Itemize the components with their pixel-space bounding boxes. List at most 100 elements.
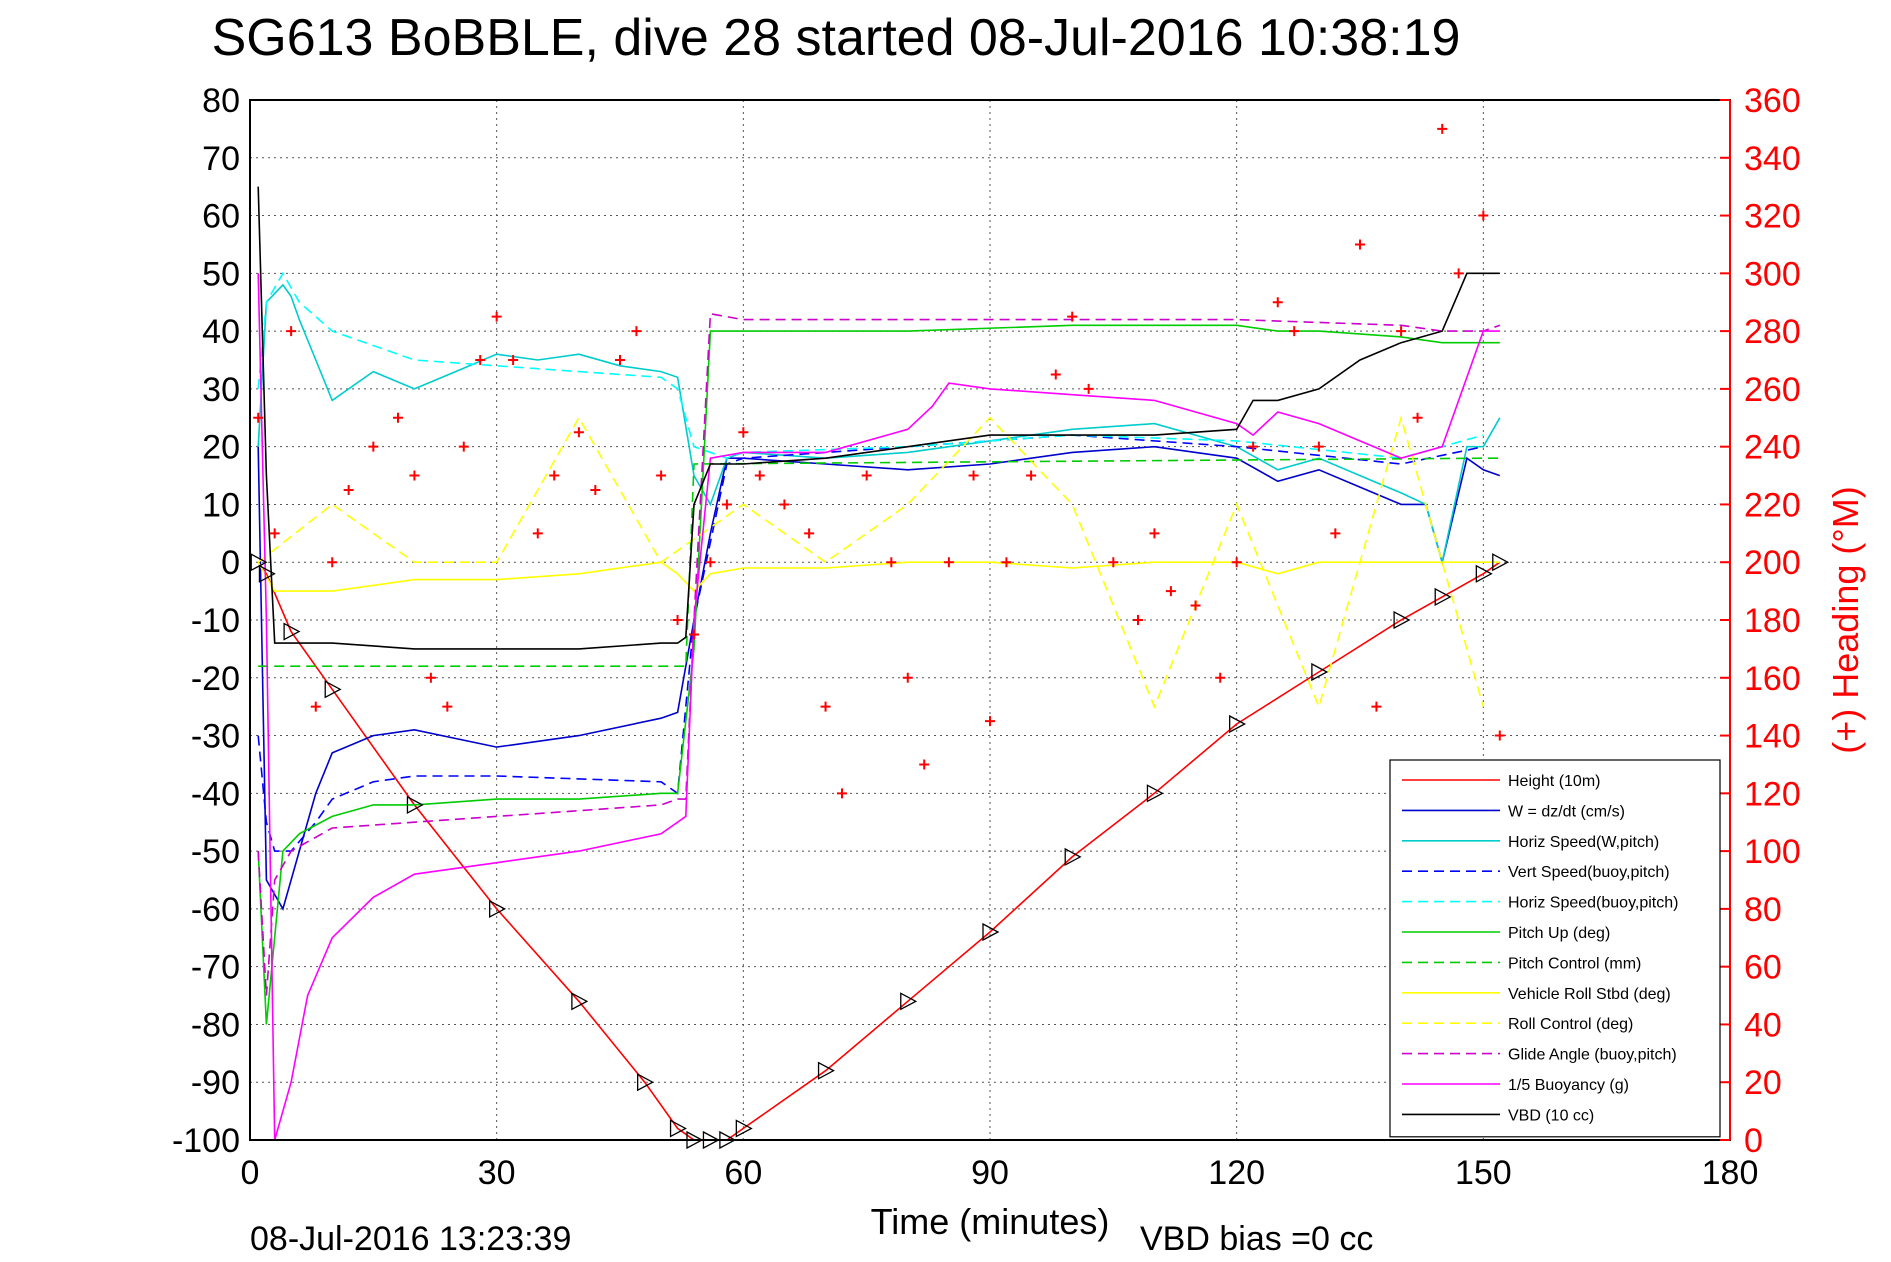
legend-label: Roll Control (deg) — [1508, 1016, 1633, 1033]
y-tick-label: 30 — [202, 371, 240, 409]
legend-label: Glide Angle (buoy,pitch) — [1508, 1047, 1677, 1064]
height-markers — [250, 553, 1510, 1150]
heading-marker — [1272, 297, 1283, 308]
heading-marker — [672, 615, 683, 625]
heading-marker — [409, 470, 420, 481]
y-tick-label: -10 — [191, 602, 240, 640]
right-tick-label: 240 — [1744, 429, 1801, 467]
legend-label: W = dz/dt (cm/s) — [1508, 803, 1625, 820]
x-tick-label: 30 — [478, 1154, 516, 1192]
legend: Height (10m) W = dz/dt (cm/s) Horiz Speed(… — [1389, 759, 1721, 1138]
legend-label: VBD (10 cc) — [1508, 1107, 1594, 1124]
series-glide-angle-buoy-pitch — [257, 312, 1501, 996]
right-tick-label: 200 — [1744, 544, 1801, 582]
heading-marker — [286, 326, 297, 337]
heading-marker — [1001, 557, 1012, 568]
x-tick-label: 0 — [241, 1154, 260, 1192]
heading-marker — [343, 485, 354, 495]
heading-marker — [837, 788, 847, 799]
heading-marker — [689, 629, 699, 640]
x-tick-label: 60 — [724, 1154, 762, 1192]
y-tick-label: 40 — [202, 313, 240, 351]
heading-marker — [1108, 557, 1119, 568]
series-line-vbd-10-cc — [257, 186, 1500, 650]
heading-marker — [1026, 470, 1037, 481]
heading-marker — [1437, 123, 1448, 134]
legend-label: Vert Speed(buoy,pitch) — [1508, 864, 1670, 881]
right-tick-label: 80 — [1744, 891, 1782, 929]
height-marker — [1229, 714, 1247, 734]
y-axis-ticks: 80 70 60 50 40 30 20 10 0 -10 -20 -30 -40 -50 -60 -70 -8… — [172, 82, 240, 1160]
heading-marker — [861, 470, 872, 481]
series-line-1-5-buoyancy-g — [257, 273, 1500, 1140]
heading-marker — [1289, 326, 1300, 337]
height-marker — [571, 992, 589, 1011]
heading-marker — [1215, 672, 1226, 683]
heading-marker — [886, 557, 897, 568]
right-tick-label: 120 — [1744, 775, 1801, 813]
heading-marker — [1412, 412, 1423, 423]
heading-marker — [475, 355, 486, 365]
y-tick-label: -80 — [191, 1006, 240, 1044]
series-line-vert-speed-buoy-pitch — [257, 434, 1484, 852]
right-tick-label: 320 — [1744, 198, 1801, 236]
right-tick-label: 180 — [1744, 602, 1801, 640]
height-marker — [283, 622, 301, 641]
heading-marker — [549, 470, 560, 481]
y-tick-label: 60 — [202, 198, 240, 236]
y-tick-label: 70 — [202, 140, 240, 178]
heading-marker — [1248, 441, 1259, 452]
series-pitch-up-deg — [257, 324, 1500, 1025]
heading-marker — [1355, 239, 1365, 250]
x-tick-label: 150 — [1455, 1154, 1512, 1192]
legend-label: Height (10m) — [1508, 773, 1600, 790]
heading-marker — [615, 355, 625, 365]
right-tick-label: 160 — [1744, 660, 1801, 698]
right-tick-label: 140 — [1744, 718, 1801, 756]
right-tick-label: 0 — [1744, 1122, 1763, 1160]
heading-marker — [1494, 730, 1505, 741]
right-tick-label: 260 — [1744, 371, 1801, 409]
height-marker — [1146, 784, 1164, 803]
series-layer — [250, 123, 1510, 1150]
heading-marker — [1330, 528, 1341, 539]
heading-marker — [368, 441, 379, 452]
heading-marker — [1165, 586, 1176, 597]
height-marker — [900, 992, 918, 1011]
heading-marker — [1067, 311, 1078, 322]
heading-marker — [1371, 701, 1382, 712]
heading-marker — [804, 528, 815, 539]
chart-title: SG613 BoBBLE, dive 28 started 08-Jul-201… — [212, 9, 1461, 67]
right-tick-label: 40 — [1744, 1006, 1782, 1044]
heading-marker — [310, 701, 321, 712]
x-tick-label: 120 — [1208, 1154, 1265, 1192]
x-tick-label: 180 — [1702, 1154, 1759, 1192]
heading-marker — [532, 528, 543, 539]
height-marker — [1492, 553, 1510, 572]
heading-marker — [656, 470, 667, 481]
legend-label: 1/5 Buoyancy (g) — [1508, 1077, 1629, 1094]
right-tick-label: 20 — [1744, 1064, 1782, 1102]
y-tick-label: -100 — [172, 1122, 240, 1160]
height-marker — [735, 1119, 753, 1138]
series-line-glide-angle-buoy-pitch — [257, 312, 1501, 996]
heading-marker — [508, 355, 519, 365]
heading-marker — [985, 716, 995, 727]
series-line-horiz-speed-w-pitch — [257, 283, 1501, 563]
height-marker — [669, 1119, 687, 1138]
heading-marker — [1149, 528, 1160, 539]
heading-marker — [1133, 615, 1143, 625]
heading-marker — [1050, 369, 1061, 380]
series-line-vehicle-roll-stbd-deg — [257, 561, 1500, 593]
x-axis-label: Time (minutes) — [871, 1201, 1110, 1242]
right-axis-ticks: 3603403203002802602402202001801601401201… — [1720, 82, 1801, 1160]
heading-marker — [631, 326, 642, 337]
y-tick-label: 20 — [202, 429, 240, 467]
right-tick-label: 280 — [1744, 313, 1801, 351]
series-roll-control-deg — [257, 414, 1485, 710]
right-tick-label: 300 — [1744, 255, 1801, 293]
footer-timestamp: 08-Jul-2016 13:23:39 — [250, 1220, 571, 1258]
heading-marker — [590, 485, 601, 495]
series-heading — [253, 123, 1505, 799]
height-marker — [1434, 587, 1452, 606]
